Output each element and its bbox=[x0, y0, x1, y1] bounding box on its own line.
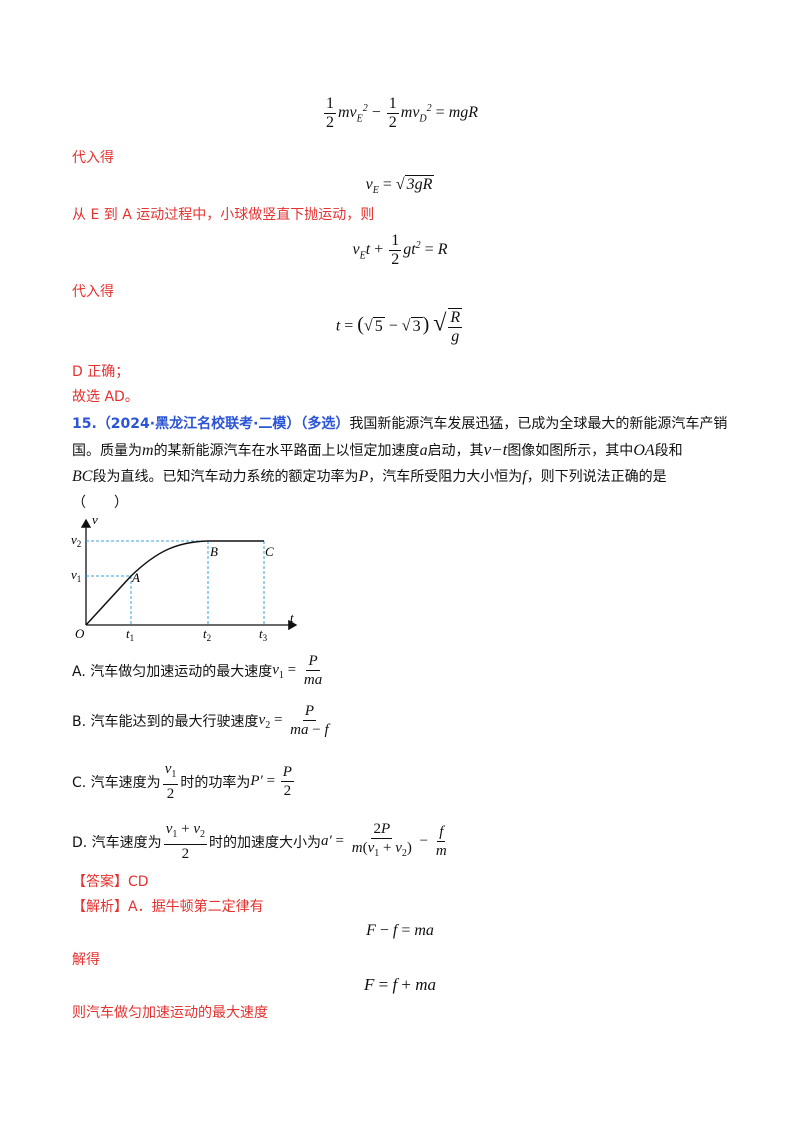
label-point-b: B bbox=[210, 544, 218, 559]
option-d-speed: v1 + v2 2 bbox=[163, 821, 207, 862]
label-v-axis: v bbox=[92, 512, 98, 527]
vt-graph: v t v2 v1 O t1 t2 t3 A B C bbox=[71, 512, 298, 643]
label-t2: t2 bbox=[203, 626, 211, 643]
question-text-2e: 启动，其 bbox=[427, 443, 484, 459]
option-b-text: B. 汽车能达到的最大行驶速度 bbox=[72, 713, 259, 730]
option-c-text: C. 汽车速度为 bbox=[72, 774, 161, 791]
equation-newton: F − f = ma bbox=[366, 922, 434, 939]
question-number: 15. bbox=[72, 416, 97, 432]
text-choose-ad: 故选 AD。 bbox=[72, 389, 139, 405]
label-t-axis: t bbox=[290, 610, 294, 625]
question-line-2: 国。质量为m的某新能源汽车在水平路面上以恒定加速度a启动，其v−t图像如图所示，… bbox=[72, 437, 732, 464]
label-t1: t1 bbox=[126, 626, 134, 643]
equation-energy: 1 2 mvE2 − 1 2 mvD2 = mgR bbox=[323, 95, 479, 131]
label-t3: t3 bbox=[259, 626, 268, 643]
var-a: a bbox=[419, 442, 428, 459]
question-text-2i: 段和 bbox=[654, 443, 683, 459]
var-f: f bbox=[522, 468, 527, 485]
equation-ve: vE = √ 3gR bbox=[365, 175, 435, 197]
label-point-a: A bbox=[131, 570, 140, 585]
option-c-speed: v1 2 bbox=[162, 761, 179, 802]
question-blank: （ ） bbox=[72, 495, 128, 511]
text-substitute-1: 代入得 bbox=[72, 150, 114, 166]
text-substitute-2: 代入得 bbox=[72, 284, 114, 300]
text-e-to-a: 从 E 到 A 运动过程中，小球做竖直下抛运动，则 bbox=[72, 207, 375, 223]
option-c-mid: 时的功率为 bbox=[180, 774, 251, 791]
question-line-1: 15.（2024·黑龙江名校联考·二模）（多选）我国新能源汽车发展迅猛，已成为全… bbox=[72, 411, 732, 437]
equation-force: F = f + ma bbox=[363, 975, 437, 994]
option-d[interactable]: D. 汽车速度为 v1 + v2 2 时的加速度大小为 a′ = 2P m(v1 +… bbox=[72, 820, 451, 863]
label-v2: v2 bbox=[71, 532, 81, 549]
var-oa: OA bbox=[633, 442, 655, 459]
question-text-1: 我国新能源汽车发展迅猛，已成为全球最大的新能源汽车产销 bbox=[349, 416, 728, 432]
text-final: 则汽车做匀加速运动的最大速度 bbox=[72, 1005, 268, 1021]
label-origin: O bbox=[75, 626, 85, 641]
text-d-correct: D 正确； bbox=[72, 364, 130, 380]
label-v1: v1 bbox=[71, 567, 81, 584]
var-vt: v−t bbox=[483, 440, 508, 459]
label-point-c: C bbox=[265, 544, 274, 559]
question-text-3d: ，汽车所受阻力大小恒为 bbox=[368, 469, 523, 485]
option-d-text: D. 汽车速度为 bbox=[72, 834, 162, 851]
analysis-text: 【解析】A．据牛顿第二定律有 bbox=[72, 899, 264, 915]
vt-curve bbox=[85, 540, 264, 626]
question-text-3b: 段为直线。已知汽车动力系统的额定功率为 bbox=[92, 469, 359, 485]
equation-throw: vEt + 1 2 gt2 = R bbox=[352, 232, 448, 268]
question-15: 15.（2024·黑龙江名校联考·二模）（多选）我国新能源汽车发展迅猛，已成为全… bbox=[72, 411, 732, 516]
text-solve: 解得 bbox=[72, 952, 100, 968]
question-text-2a: 国。质量为 bbox=[72, 443, 142, 459]
var-m: m bbox=[142, 442, 154, 459]
question-line-3: BC段为直线。已知汽车动力系统的额定功率为P，汽车所受阻力大小恒为f，则下列说法… bbox=[72, 464, 732, 490]
var-bc: BC bbox=[72, 468, 93, 485]
var-p: P bbox=[358, 468, 369, 485]
question-text-2g: 图像如图所示，其中 bbox=[507, 443, 634, 459]
answer-label: 【答案】CD bbox=[72, 874, 149, 890]
question-type: （多选） bbox=[300, 416, 350, 432]
question-source: （2024·黑龙江名校联考·二模） bbox=[96, 416, 301, 432]
question-text-3f: ，则下列说法正确的是 bbox=[526, 469, 667, 485]
question-text-2c: 的某新能源汽车在水平路面上以恒定加速度 bbox=[153, 443, 420, 459]
option-d-mid: 时的加速度大小为 bbox=[209, 834, 321, 851]
option-a-text: A. 汽车做匀加速运动的最大速度 bbox=[72, 663, 273, 680]
